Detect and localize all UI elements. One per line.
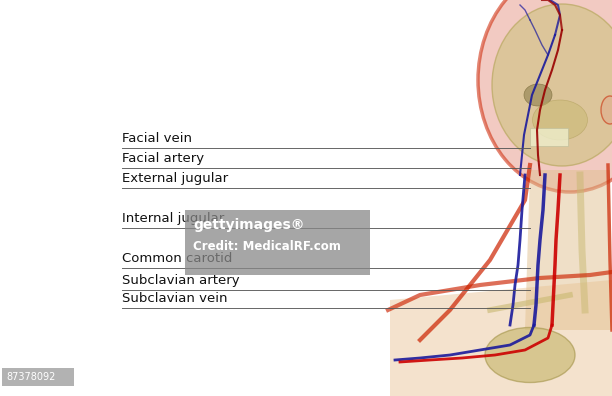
Text: Internal jugular: Internal jugular xyxy=(122,212,224,225)
FancyBboxPatch shape xyxy=(530,128,568,146)
Text: gettyimages®: gettyimages® xyxy=(193,218,305,232)
FancyBboxPatch shape xyxy=(185,210,370,275)
Ellipse shape xyxy=(492,4,612,166)
Ellipse shape xyxy=(524,84,552,106)
Text: Subclavian vein: Subclavian vein xyxy=(122,292,228,305)
Ellipse shape xyxy=(532,100,588,140)
Ellipse shape xyxy=(601,96,612,124)
Ellipse shape xyxy=(485,327,575,383)
Text: Credit: MedicalRF.com: Credit: MedicalRF.com xyxy=(193,240,341,253)
Polygon shape xyxy=(390,280,612,396)
Ellipse shape xyxy=(478,0,612,192)
Polygon shape xyxy=(525,170,612,330)
Text: 87378092: 87378092 xyxy=(6,372,55,382)
Text: Facial vein: Facial vein xyxy=(122,132,192,145)
Text: Facial artery: Facial artery xyxy=(122,152,204,165)
Text: External jugular: External jugular xyxy=(122,172,228,185)
Text: Common carotid: Common carotid xyxy=(122,252,233,265)
Text: Subclavian artery: Subclavian artery xyxy=(122,274,240,287)
FancyBboxPatch shape xyxy=(2,368,74,386)
